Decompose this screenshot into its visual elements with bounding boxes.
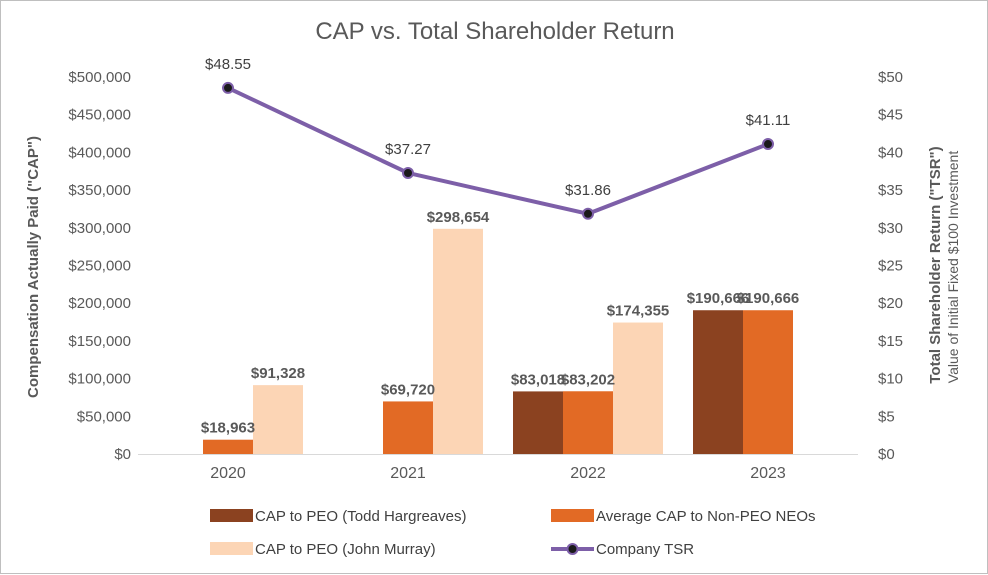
right-axis-tick: $50 [878, 69, 903, 86]
legend-label: CAP to PEO (Todd Hargreaves) [255, 508, 466, 525]
bar-data-label: $69,720 [381, 381, 435, 398]
tsr-line [227, 86, 769, 216]
right-axis-tick: $45 [878, 107, 903, 124]
bar-data-label: $298,654 [427, 209, 490, 226]
left-axis-tick: $450,000 [68, 107, 131, 124]
left-axis-tick: $150,000 [68, 333, 131, 350]
legend-item: Company TSR [551, 541, 694, 558]
left-axis: $0 $50,000 $100,000 $150,000 $200,000 $250,00… [68, 69, 131, 463]
x-axis-tick: 2023 [750, 465, 786, 482]
legend-label: CAP to PEO (John Murray) [255, 541, 436, 558]
left-axis-tick: $200,000 [68, 295, 131, 312]
legend: CAP to PEO (Todd Hargreaves) Average CAP … [210, 508, 816, 558]
right-axis-tick: $0 [878, 446, 895, 463]
legend-label: Company TSR [596, 541, 694, 558]
tsr-point [222, 81, 234, 94]
bar-data-label: $83,018 [511, 371, 565, 388]
legend-marker [566, 543, 579, 555]
right-axis: $0 $5 $10 $15 $20 $25 $30 $35 $40 $45 $50 [878, 69, 903, 463]
legend-swatch [551, 509, 594, 522]
left-axis-tick: $350,000 [68, 182, 131, 199]
legend-item: CAP to PEO (John Murray) [210, 541, 436, 558]
bar-data-label: $18,963 [201, 420, 255, 437]
tsr-data-label: $31.86 [565, 182, 611, 199]
tsr-data-label: $41.11 [746, 112, 791, 129]
legend-item: Average CAP to Non-PEO NEOs [551, 508, 816, 525]
legend-item: CAP to PEO (Todd Hargreaves) [210, 508, 466, 525]
left-axis-tick: $500,000 [68, 69, 131, 86]
bar-data-label: $91,328 [251, 365, 305, 382]
bar-cap-to-peo-john-murray- [253, 385, 303, 454]
bar-average-cap-to-non-peo-neos [743, 310, 793, 454]
bar-data-label: $190,666 [687, 290, 750, 307]
bar-average-cap-to-non-peo-neos [383, 401, 433, 454]
left-axis-tick: $300,000 [68, 220, 131, 237]
left-axis-title: Compensation Actually Paid ("CAP") [25, 136, 42, 398]
left-axis-tick: $250,000 [68, 258, 131, 275]
tsr-point [762, 138, 774, 151]
right-axis-tick: $40 [878, 144, 903, 161]
right-axis-tick: $5 [878, 408, 895, 425]
right-axis-tick: $15 [878, 333, 903, 350]
chart-title: CAP vs. Total Shareholder Return [315, 18, 674, 45]
right-axis-tick: $30 [878, 220, 903, 237]
right-axis-subtitle: Value of Initial Fixed $100 Investment [945, 151, 961, 384]
tsr-data-label: $48.55 [205, 56, 251, 73]
left-axis-tick: $400,000 [68, 144, 131, 161]
left-axis-tick: $100,000 [68, 371, 131, 388]
right-axis-tick: $25 [878, 258, 903, 275]
right-axis-tick: $35 [878, 182, 903, 199]
legend-swatch [210, 509, 253, 522]
x-axis-tick: 2022 [570, 465, 606, 482]
x-axis-ticks: 2020 2021 2022 2023 [210, 465, 786, 482]
bar-cap-to-peo-todd-hargreaves- [693, 310, 743, 454]
left-axis-tick: $50,000 [77, 408, 131, 425]
bar-data-label: $190,666 [737, 290, 800, 307]
tsr-line-group: $48.55 $37.27 $31.86 $41.11 [205, 56, 791, 220]
legend-swatch [210, 542, 253, 555]
left-axis-tick: $0 [114, 446, 131, 463]
tsr-point [402, 166, 414, 179]
tsr-data-label: $37.27 [385, 141, 431, 158]
right-axis-tick: $10 [878, 371, 903, 388]
bar-data-label: $83,202 [561, 371, 615, 388]
tsr-point [582, 207, 594, 220]
x-axis-tick: 2021 [390, 465, 426, 482]
legend-label: Average CAP to Non-PEO NEOs [596, 508, 816, 525]
bar-average-cap-to-non-peo-neos [203, 439, 253, 454]
right-axis-title: Total Shareholder Return ("TSR") [927, 146, 944, 383]
bar-cap-to-peo-john-murray- [433, 228, 483, 454]
bar-labels: $18,963 $91,328 $69,720 $298,654 $83,018$83,… [201, 209, 799, 437]
right-axis-tick: $20 [878, 295, 903, 312]
bar-cap-to-peo-todd-hargreaves- [513, 391, 563, 454]
x-axis-tick: 2020 [210, 465, 246, 482]
bar-cap-to-peo-john-murray- [613, 322, 663, 454]
bar-data-label: $174,355 [607, 303, 670, 320]
bar-average-cap-to-non-peo-neos [563, 391, 613, 454]
bars [203, 228, 793, 454]
